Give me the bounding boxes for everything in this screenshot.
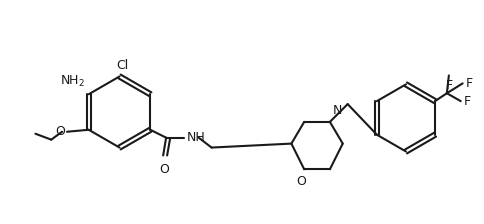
Text: O: O — [159, 163, 169, 176]
Text: F: F — [466, 77, 473, 90]
Text: F: F — [464, 95, 471, 108]
Text: NH: NH — [187, 131, 206, 144]
Text: F: F — [445, 80, 453, 93]
Text: O: O — [55, 125, 65, 138]
Text: NH$_2$: NH$_2$ — [60, 74, 85, 89]
Text: N: N — [333, 104, 342, 117]
Text: O: O — [296, 175, 306, 188]
Text: Cl: Cl — [116, 58, 129, 71]
